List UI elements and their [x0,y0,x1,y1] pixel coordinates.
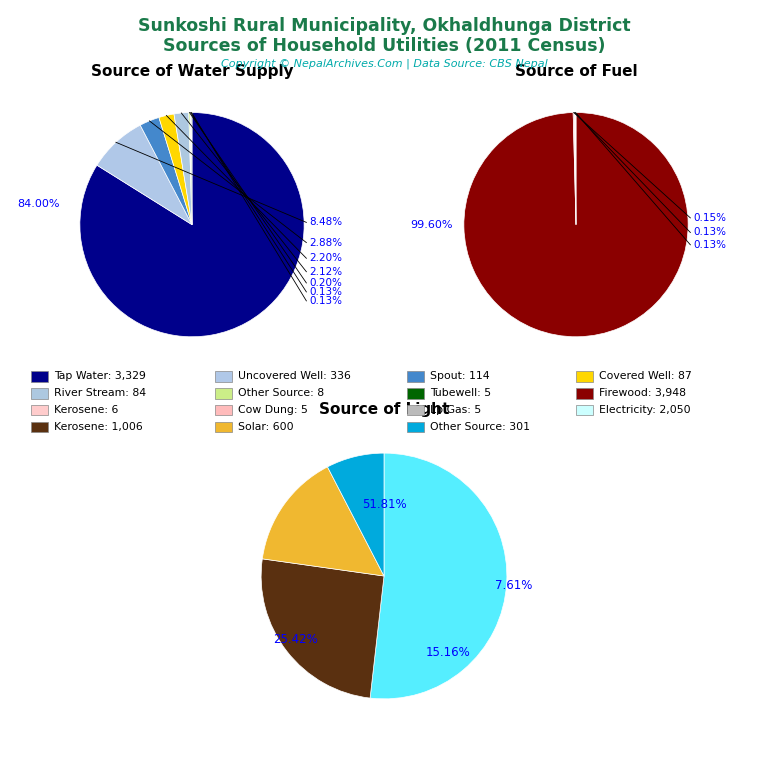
Text: Tap Water: 3,329: Tap Water: 3,329 [54,371,146,382]
Text: Kerosene: 1,006: Kerosene: 1,006 [54,422,143,432]
Text: River Stream: 84: River Stream: 84 [54,388,146,399]
Text: Other Source: 301: Other Source: 301 [430,422,530,432]
Wedge shape [189,113,192,224]
Text: Sources of Household Utilities (2011 Census): Sources of Household Utilities (2011 Cen… [163,37,605,55]
Text: Other Source: 8: Other Source: 8 [238,388,324,399]
Wedge shape [80,112,304,336]
Text: Spout: 114: Spout: 114 [430,371,490,382]
Text: Lp Gas: 5: Lp Gas: 5 [430,405,482,415]
Text: 0.13%: 0.13% [310,296,343,306]
Text: 8.48%: 8.48% [310,217,343,227]
Wedge shape [191,112,192,224]
Wedge shape [174,113,192,224]
Title: Source of Water Supply: Source of Water Supply [91,65,293,79]
Wedge shape [574,113,576,224]
Title: Source of Fuel: Source of Fuel [515,65,637,79]
Text: Kerosene: 6: Kerosene: 6 [54,405,118,415]
Text: 99.60%: 99.60% [410,220,452,230]
Text: 2.88%: 2.88% [310,237,343,247]
Text: 0.20%: 0.20% [310,278,343,288]
Text: 7.61%: 7.61% [495,579,532,592]
Text: 0.15%: 0.15% [694,213,727,223]
Text: 0.13%: 0.13% [694,227,727,237]
Text: 84.00%: 84.00% [17,200,60,210]
Text: Sunkoshi Rural Municipality, Okhaldhunga District: Sunkoshi Rural Municipality, Okhaldhunga… [137,17,631,35]
Text: 0.13%: 0.13% [694,240,727,250]
Text: Firewood: 3,948: Firewood: 3,948 [599,388,686,399]
Wedge shape [464,112,688,336]
Text: 15.16%: 15.16% [425,646,470,659]
Wedge shape [263,467,384,576]
Text: Solar: 600: Solar: 600 [238,422,293,432]
Text: 51.81%: 51.81% [362,498,406,511]
Text: 25.42%: 25.42% [273,634,318,647]
Text: Tubewell: 5: Tubewell: 5 [430,388,492,399]
Text: Copyright © NepalArchives.Com | Data Source: CBS Nepal: Copyright © NepalArchives.Com | Data Sou… [220,58,548,69]
Text: Covered Well: 87: Covered Well: 87 [599,371,692,382]
Wedge shape [97,125,192,224]
Wedge shape [141,118,192,224]
Text: 2.20%: 2.20% [310,253,343,263]
Text: Electricity: 2,050: Electricity: 2,050 [599,405,690,415]
Title: Source of Light: Source of Light [319,402,449,417]
Wedge shape [370,453,507,699]
Wedge shape [575,112,576,224]
Text: 0.13%: 0.13% [310,287,343,297]
Text: Uncovered Well: 336: Uncovered Well: 336 [238,371,351,382]
Text: Cow Dung: 5: Cow Dung: 5 [238,405,308,415]
Wedge shape [573,113,576,224]
Wedge shape [261,559,384,698]
Text: 2.12%: 2.12% [310,266,343,276]
Wedge shape [190,113,192,224]
Wedge shape [327,453,384,576]
Wedge shape [159,114,192,224]
